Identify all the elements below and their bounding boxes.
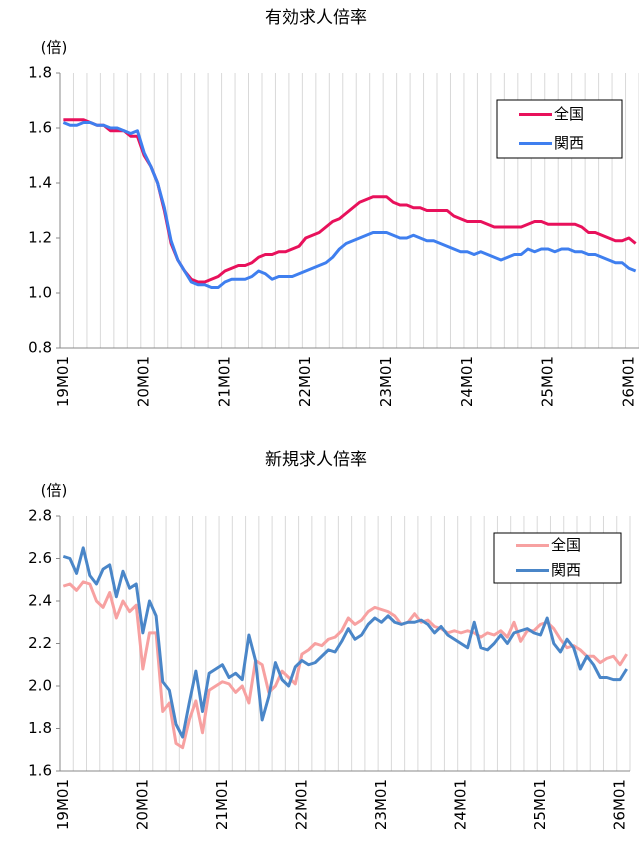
legend-label: 関西 <box>554 134 584 152</box>
legend-label: 全国 <box>551 536 581 554</box>
x-tick-label: 19M01 <box>54 779 72 830</box>
x-tick-label: 26M01 <box>619 356 637 407</box>
data-line <box>62 546 628 739</box>
y-tick-label: 1.2 <box>28 229 52 247</box>
x-tick-label: 22M01 <box>296 356 314 407</box>
x-tick-label: 25M01 <box>539 356 557 407</box>
legend-label: 全国 <box>554 105 584 123</box>
y-tick-label: 1.6 <box>28 762 52 780</box>
y-tick-label: 1.0 <box>28 284 52 302</box>
y-tick-label: 1.8 <box>28 64 52 82</box>
x-tick-label: 23M01 <box>372 779 390 830</box>
y-tick-label: 2.4 <box>28 592 52 610</box>
x-tick-label: 24M01 <box>458 356 476 407</box>
x-tick-label: 20M01 <box>135 356 153 407</box>
legend-box <box>493 532 622 584</box>
x-tick-label: 22M01 <box>292 779 310 830</box>
legend-label: 関西 <box>551 561 581 579</box>
chart-title: 新規求人倍率 <box>265 450 367 470</box>
x-tick-label: 23M01 <box>377 356 395 407</box>
chart-title: 有効求人倍率 <box>265 8 367 28</box>
x-tick-label: 21M01 <box>215 356 233 407</box>
x-tick-label: 19M01 <box>54 356 72 407</box>
y-tick-label: 1.4 <box>28 174 52 192</box>
y-tick-label: 1.8 <box>28 719 52 737</box>
legend-box <box>496 99 623 159</box>
y-axis-label: (倍) <box>41 482 68 500</box>
x-tick-label: 20M01 <box>133 779 151 830</box>
y-tick-label: 0.8 <box>28 339 52 357</box>
x-tick-label: 26M01 <box>611 779 629 830</box>
data-line <box>62 121 637 289</box>
y-tick-label: 2.6 <box>28 549 52 567</box>
y-tick-label: 2.8 <box>28 507 52 525</box>
x-tick-label: 24M01 <box>451 779 469 830</box>
y-axis-label: (倍) <box>41 39 68 57</box>
y-tick-label: 2.0 <box>28 677 52 695</box>
x-tick-label: 25M01 <box>531 779 549 830</box>
y-tick-label: 1.6 <box>28 119 52 137</box>
y-tick-label: 2.2 <box>28 634 52 652</box>
x-tick-label: 21M01 <box>213 779 231 830</box>
